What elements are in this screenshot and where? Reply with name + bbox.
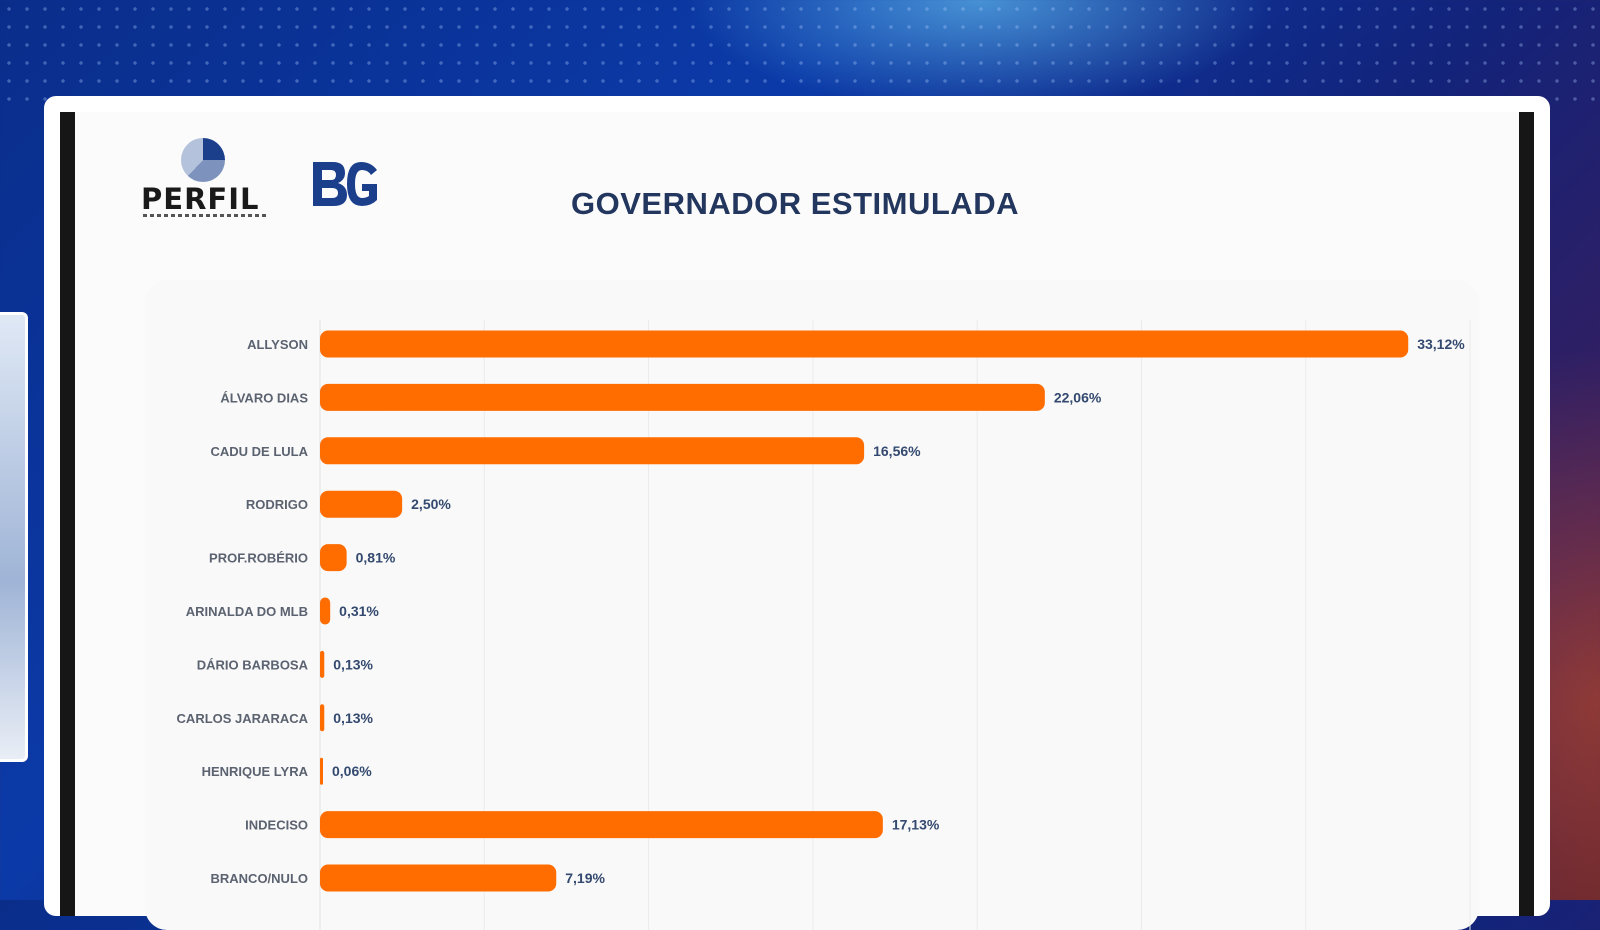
- category-label: ALLYSON: [247, 337, 308, 352]
- value-label: 22,06%: [1054, 389, 1102, 405]
- value-label: 0,81%: [356, 550, 396, 566]
- category-label: ARINALDA DO MLB: [186, 604, 308, 619]
- category-label: CADU DE LULA: [211, 444, 309, 459]
- value-label: 16,56%: [873, 443, 921, 459]
- side-video-panel: [0, 312, 28, 762]
- bar: [320, 704, 325, 732]
- bar: [320, 597, 331, 625]
- category-label: BRANCO/NULO: [211, 871, 309, 886]
- bar: [320, 544, 347, 572]
- category-label: HENRIQUE LYRA: [202, 764, 309, 779]
- value-label: 7,19%: [565, 870, 605, 886]
- value-label: 0,13%: [333, 656, 373, 672]
- pie-chart-icon: [181, 138, 225, 182]
- value-label: 2,50%: [411, 496, 451, 512]
- slide-content: PERFIL GOVERNADOR ESTIMULADA ALLYSON 33,1…: [60, 112, 1534, 930]
- category-label: CARLOS JARARACA: [177, 711, 309, 726]
- category-label: DÁRIO BARBOSA: [197, 657, 309, 672]
- category-label: RODRIGO: [246, 497, 308, 512]
- value-label: 33,12%: [1417, 336, 1465, 352]
- bar: [320, 383, 1045, 411]
- bar: [320, 864, 557, 892]
- background-dots: [0, 0, 1600, 110]
- bar: [320, 811, 883, 839]
- chart-area: ALLYSON 33,12% ÁLVARO DIAS 22,06% CADU DE LU…: [145, 280, 1479, 930]
- bg-logo: [313, 162, 377, 206]
- bar: [320, 650, 325, 678]
- value-label: 0,06%: [332, 763, 372, 779]
- chart-title: GOVERNADOR ESTIMULADA: [571, 186, 1019, 221]
- value-label: 17,13%: [892, 817, 940, 833]
- bar-chart: ALLYSON 33,12% ÁLVARO DIAS 22,06% CADU DE LU…: [177, 320, 1471, 930]
- perfil-logo: PERFIL: [141, 138, 271, 224]
- category-label: PROF.ROBÉRIO: [209, 551, 308, 566]
- category-label: INDECISO: [245, 818, 308, 833]
- perfil-logo-tagline: [143, 214, 269, 217]
- bar: [320, 490, 403, 518]
- bar: [320, 437, 865, 465]
- value-label: 0,31%: [339, 603, 379, 619]
- bar: [320, 757, 323, 785]
- bar: [320, 330, 1409, 358]
- slide-card: PERFIL GOVERNADOR ESTIMULADA ALLYSON 33,1…: [44, 96, 1550, 930]
- perfil-logo-text: PERFIL: [141, 182, 260, 216]
- category-label: ÁLVARO DIAS: [220, 390, 308, 405]
- value-label: 0,13%: [333, 710, 373, 726]
